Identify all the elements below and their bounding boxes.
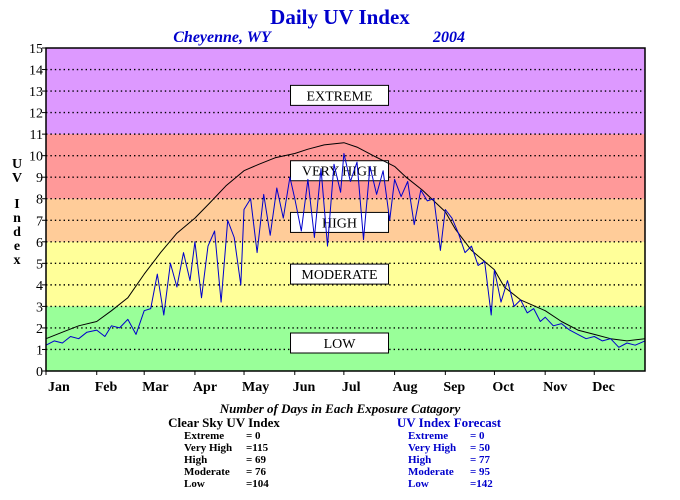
band-label-extreme: EXTREME (290, 84, 390, 106)
x-tick-label: Jul (342, 380, 361, 395)
summary-row-label: Moderate (184, 466, 230, 478)
summary-row-label: Very High (408, 442, 456, 454)
summary-row-label: Extreme (184, 430, 224, 442)
y-tick-label: 8 (36, 193, 43, 208)
band-label-box (290, 84, 390, 106)
y-tick-label: 10 (29, 150, 43, 165)
forecast-title: UV Index Forecast (397, 415, 502, 430)
x-tick-label: Sep (443, 380, 465, 395)
y-tick-label: 6 (36, 236, 43, 251)
y-tick-label: 15 (29, 42, 43, 57)
y-tick-label: 1 (36, 343, 43, 358)
x-axis: Jan Feb Mar Apr May Jun Jul Aug Sep Oct Nov Dec (45, 371, 615, 395)
summary-row-label: Moderate (408, 466, 454, 478)
band-label-moderate: MODERATE (290, 263, 390, 285)
y-tick-label: 13 (29, 85, 43, 100)
summary-row-value: =115 (246, 442, 269, 454)
band-label-high: HIGH (290, 211, 390, 233)
chart-title: Daily UV Index (270, 5, 410, 29)
plot-frame (45, 47, 646, 372)
band-label-text: VERY HIGH (302, 165, 377, 180)
y-tick-label: 7 (36, 214, 43, 229)
summary-row-value: = 77 (470, 454, 491, 466)
band-label-very-high: VERY HIGH (290, 160, 390, 182)
chart-location: Cheyenne, WY (173, 29, 272, 46)
y-axis-label-char: d (13, 225, 21, 240)
y-tick-label: 11 (30, 128, 43, 143)
summary-row-value: =142 (470, 478, 493, 490)
band-label-text: MODERATE (301, 268, 377, 283)
x-tick-label: Jan (48, 380, 70, 395)
x-tick-label: Nov (543, 380, 567, 395)
x-tick-label: Oct (492, 380, 514, 395)
y-axis-label-char: n (13, 211, 21, 226)
x-tick-label: Apr (193, 380, 217, 395)
summary-row-value: =104 (246, 478, 269, 490)
band-label-box (290, 160, 390, 182)
chart-year: 2004 (432, 29, 465, 46)
x-tick-label: Jun (293, 380, 316, 395)
y-axis-label-char: V (12, 171, 22, 186)
summary-row-label: Low (408, 478, 429, 490)
clear-sky-title: Clear Sky UV Index (168, 415, 280, 430)
y-tick-label: 0 (36, 365, 43, 380)
band-label-box (290, 332, 390, 354)
summary-row-label: High (184, 454, 207, 466)
x-tick-label: Mar (142, 380, 168, 395)
y-tick-label: 14 (29, 64, 43, 79)
summary-tables: Extreme = 0 Very High =115 High = 69 Moderate =… (184, 430, 493, 490)
series-line-uv-index-forecast (45, 153, 646, 348)
y-axis-label-char: e (14, 239, 20, 254)
x-tick-label: May (242, 380, 269, 395)
y-tick-label: 3 (36, 300, 43, 315)
summary-row-label: Extreme (408, 430, 448, 442)
summary-row-label: Very High (184, 442, 232, 454)
summary-row-value: = 0 (470, 430, 485, 442)
band-label-text: EXTREME (306, 89, 372, 104)
y-tick-label: 5 (36, 257, 43, 272)
y-tick-label: 9 (36, 171, 43, 186)
summary-row-value: = 95 (470, 466, 491, 478)
series-line-clear-sky-uv-index (45, 142, 646, 342)
summary-row-value: = 76 (246, 466, 267, 478)
summary-row-label: Low (184, 478, 205, 490)
y-axis-label-char: x (14, 253, 21, 268)
series-lines (45, 142, 646, 348)
y-tick-label: 2 (36, 322, 43, 337)
summary-heading: Number of Days in Each Exposure Catagory (219, 401, 461, 416)
clear-sky-summary: Extreme = 0 Very High =115 High = 69 Moderate =… (184, 430, 269, 490)
x-tick-label: Feb (95, 380, 118, 395)
summary-row-value: = 0 (246, 430, 261, 442)
band-label-box (290, 263, 390, 285)
band-label-low: LOW (290, 332, 390, 354)
x-tick-label: Dec (592, 380, 615, 395)
summary-row-value: = 69 (246, 454, 267, 466)
y-axis-label-char: I (14, 197, 19, 212)
summary-row-value: = 50 (470, 442, 491, 454)
summary-row-label: High (408, 454, 431, 466)
y-tick-label: 4 (36, 279, 43, 294)
y-axis-label-char: U (12, 157, 22, 172)
band-label-text: LOW (324, 337, 357, 352)
forecast-summary: Extreme = 0 Very High = 50 High = 77 Moderate =… (408, 430, 493, 490)
x-tick-label: Aug (393, 380, 418, 395)
band-label-text: HIGH (322, 216, 357, 231)
y-tick-label: 12 (29, 107, 43, 122)
